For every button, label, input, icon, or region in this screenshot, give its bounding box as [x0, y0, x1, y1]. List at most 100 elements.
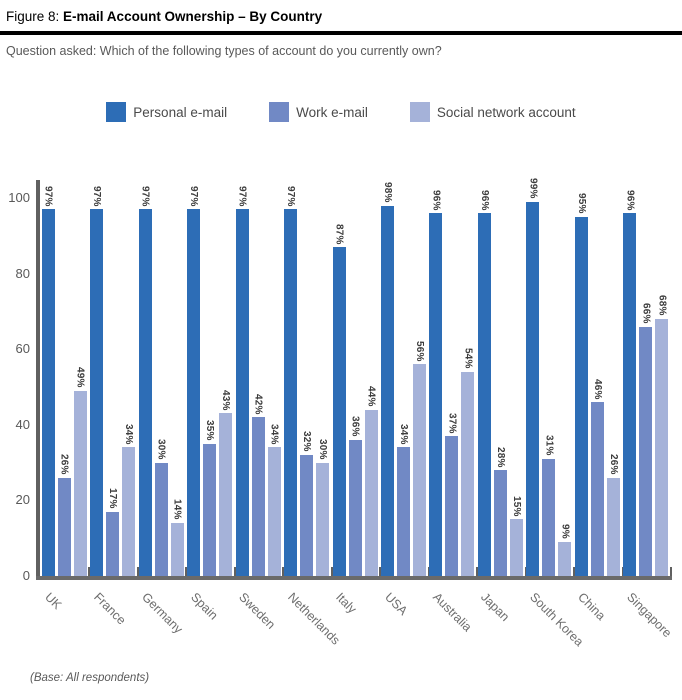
bar	[413, 364, 427, 576]
bar-group: 97% 32% 30% Netherlands	[282, 186, 342, 648]
x-axis-category-label: USA	[381, 590, 410, 619]
base-note: (Base: All respondents)	[30, 672, 150, 684]
value-label: 37%	[446, 412, 458, 434]
value-label: 97%	[139, 185, 151, 207]
y-tick-label: 0	[22, 568, 30, 583]
plot-area: 97% 26% 49% UK 97% 17% 34% France 97% 30% 14% Germa…	[40, 178, 674, 649]
bar-cell: 36%	[348, 416, 362, 576]
y-tick-label: 60	[15, 341, 30, 357]
bar-group: 96% 28% 15% Japan	[476, 190, 527, 624]
value-label: 97%	[236, 185, 248, 207]
x-axis-tick	[621, 567, 624, 576]
bar-cell: 97%	[187, 185, 201, 576]
value-label: 87%	[333, 223, 345, 245]
bar-cell: 68%	[655, 295, 669, 576]
value-label: 96%	[624, 189, 636, 211]
bar	[170, 523, 184, 576]
x-axis-tick	[670, 567, 673, 576]
bar-cell: 30%	[154, 439, 168, 576]
bar	[284, 209, 298, 576]
bar-cell: 44%	[364, 386, 378, 576]
bar	[251, 417, 265, 576]
bar-cell: 46%	[590, 379, 604, 576]
value-label: 98%	[382, 181, 394, 203]
x-axis-tick	[524, 567, 527, 576]
value-label: 34%	[398, 423, 410, 445]
bar-cell: 87%	[332, 223, 346, 576]
value-label: 99%	[527, 178, 539, 199]
bar-cell: 26%	[606, 454, 620, 576]
x-axis-category-label: Spain	[187, 590, 221, 623]
legend-swatch-icon	[269, 102, 290, 122]
legend-swatch-icon	[106, 102, 127, 122]
bar-cell: 15%	[509, 496, 523, 576]
value-label: 26%	[607, 454, 619, 475]
value-label: 97%	[188, 185, 200, 207]
bar-group: 95% 46% 26% China	[573, 193, 624, 623]
bar-cell: 28%	[493, 447, 507, 576]
bar-cell: 34%	[267, 423, 281, 576]
x-axis-tick	[88, 567, 91, 576]
x-axis-tick	[185, 567, 188, 576]
bar-cell: 98%	[381, 181, 395, 576]
value-label: 31%	[543, 435, 555, 456]
value-label: 26%	[58, 454, 70, 475]
legend-swatch-icon	[409, 102, 430, 122]
bar	[138, 209, 152, 576]
y-tick-label: 80	[15, 265, 30, 281]
x-axis-category-label: Sweden	[236, 590, 279, 632]
bar	[364, 409, 378, 576]
bar-cell: 34%	[397, 423, 411, 576]
value-label: 43%	[220, 389, 232, 411]
bar	[235, 209, 249, 576]
bar-group: 97% 30% 14% Germany	[137, 186, 188, 636]
value-label: 9%	[559, 524, 571, 539]
legend-label: Social network account	[436, 104, 576, 120]
bar	[73, 390, 87, 576]
value-label: 97%	[91, 185, 103, 207]
bar	[381, 205, 395, 576]
bar	[574, 216, 588, 576]
x-axis-tick	[427, 567, 430, 576]
bar	[300, 455, 314, 576]
bar-cell: 34%	[122, 424, 136, 576]
bar	[106, 511, 120, 576]
value-label: 17%	[107, 488, 119, 509]
value-label: 66%	[640, 302, 652, 324]
legend-item-1: Personal e-mail	[106, 102, 227, 122]
bar	[509, 519, 523, 576]
bar-group: 99% 31% 9% South Korea	[525, 178, 586, 649]
value-label: 30%	[317, 438, 329, 460]
value-label: 56%	[414, 340, 426, 362]
bar-cell: 96%	[429, 190, 443, 576]
bar	[267, 447, 281, 576]
bar	[590, 402, 604, 576]
x-axis-line	[36, 576, 672, 580]
bar	[542, 458, 556, 576]
x-axis-category-label: Italy	[333, 590, 360, 617]
y-axis-line	[36, 180, 40, 580]
value-label: 95%	[575, 193, 587, 214]
legend-item-2: Work e-mail	[269, 102, 368, 122]
value-label: 97%	[285, 185, 297, 207]
bar	[122, 447, 136, 576]
figure-number: Figure 8:	[6, 9, 60, 24]
bar	[316, 462, 330, 576]
bar-cell: 54%	[461, 348, 475, 576]
bar	[558, 541, 572, 576]
bar-cell: 66%	[639, 302, 653, 576]
value-label: 32%	[301, 431, 313, 453]
bar-group: 87% 36% 44% Italy	[331, 198, 382, 616]
bar	[429, 213, 443, 576]
figure-header: Figure 8: E-mail Account Ownership – By …	[0, 0, 682, 24]
bar-cell: 96%	[477, 190, 491, 576]
value-label: 34%	[268, 423, 280, 445]
value-label: 14%	[171, 499, 183, 521]
bar-cell: 49%	[73, 367, 87, 576]
x-axis-tick	[476, 567, 479, 576]
bar	[348, 439, 362, 576]
bar	[154, 462, 168, 576]
y-tick-label: 100	[8, 190, 30, 205]
x-axis-category-label: Singapore	[623, 590, 675, 641]
